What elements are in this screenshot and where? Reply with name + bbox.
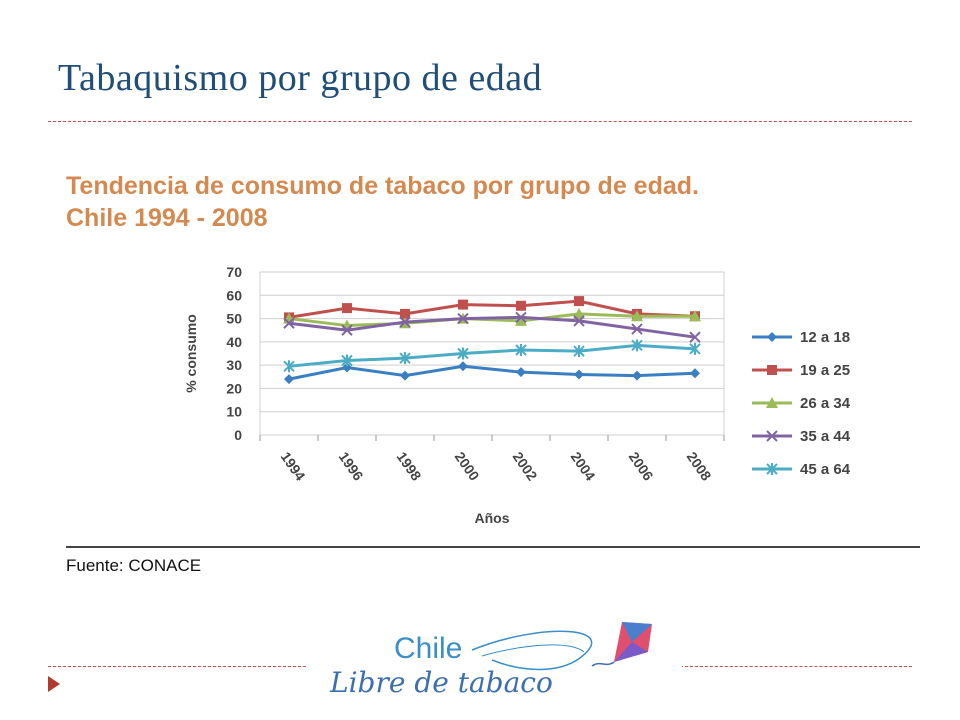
- chart-heading-line1: Tendencia de consumo de tabaco por grupo…: [66, 172, 699, 200]
- y-axis-title: % consumo: [183, 314, 199, 393]
- x-tick-label: 2008: [684, 449, 715, 484]
- legend-label: 35 a 44: [800, 428, 851, 445]
- data-point-0: [574, 369, 584, 380]
- series-line-1: [288, 299, 696, 319]
- data-point-2: [573, 307, 585, 319]
- footer-divider-right: [680, 666, 912, 667]
- legend-label: 19 a 25: [800, 362, 850, 379]
- data-point-0: [400, 370, 410, 381]
- logo-libre-text: Libre de tabaco: [330, 666, 553, 699]
- chart-heading-line2: Chile 1994 - 2008: [66, 204, 268, 232]
- y-tick-label: 60: [226, 287, 242, 303]
- data-point-4: [689, 342, 701, 355]
- series-line-0: [288, 364, 696, 381]
- y-tick-label: 40: [226, 334, 242, 350]
- x-tick-label: 1994: [278, 449, 309, 484]
- legend-marker: [766, 463, 778, 475]
- chile-libre-de-tabaco-logo: Chile Libre de tabaco: [322, 612, 682, 702]
- legend-marker: [766, 430, 778, 442]
- kite-icon: [471, 622, 652, 671]
- series-line-4: [288, 343, 696, 368]
- y-tick-label: 10: [226, 404, 242, 420]
- legend-label: 45 a 64: [800, 461, 851, 478]
- bullet-arrow-icon: [48, 676, 60, 692]
- data-point-0: [342, 362, 352, 373]
- legend-marker: [766, 397, 778, 408]
- legend-label: 26 a 34: [800, 395, 851, 412]
- data-point-3: [341, 324, 353, 336]
- data-point-1: [574, 296, 584, 307]
- y-tick-label: 20: [226, 380, 242, 396]
- data-point-0: [284, 374, 294, 385]
- y-tick-label: 0: [234, 427, 242, 443]
- slide-title: Tabaquismo por grupo de edad: [58, 57, 543, 99]
- y-tick-label: 50: [226, 311, 242, 327]
- data-point-1: [342, 303, 352, 314]
- data-point-0: [516, 367, 526, 378]
- x-tick-label: 2002: [510, 449, 541, 484]
- data-point-3: [631, 323, 643, 335]
- data-point-0: [690, 368, 700, 379]
- data-point-3: [283, 317, 295, 329]
- logo-chile-text: Chile: [394, 632, 463, 665]
- data-point-2: [631, 310, 643, 322]
- data-point-3: [515, 311, 527, 324]
- data-point-0: [632, 370, 642, 381]
- data-point-4: [457, 347, 469, 360]
- x-tick-label: 2006: [626, 449, 657, 484]
- series-line-2: [288, 312, 695, 328]
- data-point-3: [399, 316, 411, 328]
- data-point-1: [516, 300, 526, 311]
- data-point-3: [573, 315, 585, 327]
- y-tick-label: 70: [226, 264, 242, 280]
- data-point-4: [399, 352, 411, 365]
- x-axis-title: Años: [475, 510, 510, 526]
- title-divider: [48, 121, 912, 122]
- series-line-3: [288, 315, 696, 339]
- x-tick-label: 1998: [394, 449, 425, 484]
- data-point-1: [400, 308, 410, 319]
- x-tick-label: 1996: [336, 449, 367, 484]
- data-point-2: [689, 310, 701, 322]
- data-point-0: [458, 361, 468, 372]
- data-point-3: [689, 331, 701, 343]
- source-note: Fuente: CONACE: [66, 556, 202, 575]
- chart-heading: Tendencia de consumo de tabaco por grupo…: [66, 170, 699, 234]
- plot-area: [259, 271, 725, 436]
- data-point-4: [283, 360, 295, 373]
- x-tick-label: 2000: [452, 449, 483, 484]
- source-rule: [66, 546, 920, 548]
- x-tick-label: 2004: [568, 449, 599, 484]
- data-point-2: [515, 314, 527, 326]
- data-point-3: [457, 312, 469, 325]
- footer-divider-left: [48, 666, 306, 667]
- data-point-1: [458, 299, 468, 310]
- legend-label: 12 a 18: [800, 329, 850, 346]
- legend-marker: [767, 365, 777, 375]
- data-point-4: [573, 345, 585, 358]
- data-point-4: [631, 339, 643, 352]
- y-tick-label: 30: [226, 357, 242, 373]
- legend-marker: [767, 332, 777, 342]
- data-point-4: [515, 344, 527, 357]
- data-point-4: [341, 354, 353, 367]
